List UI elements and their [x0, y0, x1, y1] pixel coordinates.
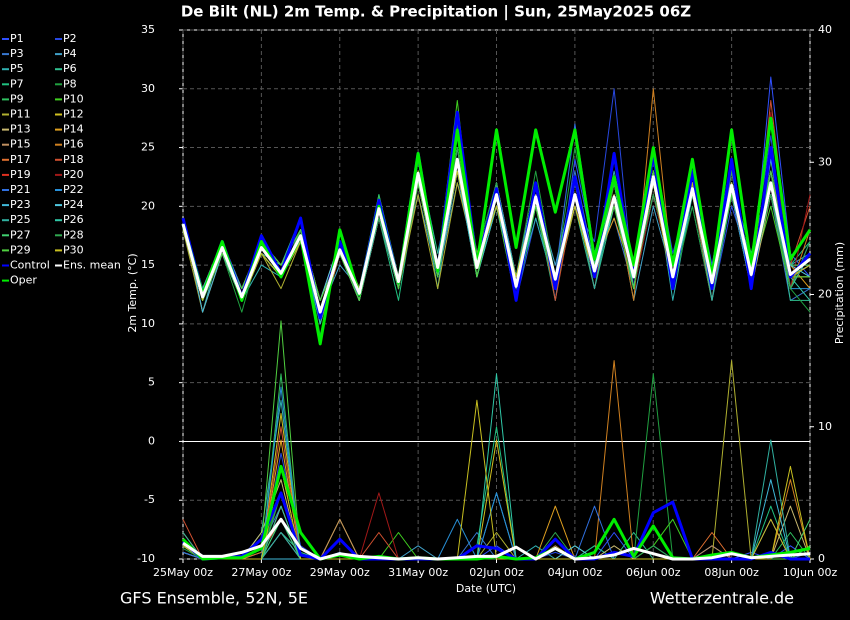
legend-label: P1 — [10, 32, 24, 45]
precip-line — [182, 517, 811, 561]
legend-label: P7 — [10, 77, 24, 90]
x-tick-label: 08Jun 00z — [704, 566, 759, 579]
legend-label: P5 — [10, 62, 24, 75]
legend-label: P23 — [10, 198, 31, 211]
x-axis-label: Date (UTC) — [456, 582, 516, 595]
footer-source: GFS Ensemble, 52N, 5E — [120, 589, 308, 608]
x-tick-label: 04Jun 00z — [548, 566, 603, 579]
legend-label: P13 — [10, 123, 31, 136]
legend-label: P30 — [63, 243, 84, 256]
y2-tick-label: 30 — [818, 155, 832, 168]
legend-label: P4 — [63, 47, 77, 60]
legend-label: P6 — [63, 62, 77, 75]
x-tick-label: 10Jun 00z — [783, 566, 838, 579]
legend-label: P17 — [10, 153, 31, 166]
legend-label: Control — [10, 259, 50, 272]
x-tick-label: 27May 00z — [231, 566, 291, 579]
y2-tick-label: 40 — [818, 23, 832, 36]
y-tick-label: 0 — [148, 434, 155, 447]
legend-label: P28 — [63, 228, 84, 241]
legend-label: P24 — [63, 198, 84, 211]
legend-label: P2 — [63, 32, 77, 45]
y-tick-label: 5 — [148, 376, 155, 389]
legend-label: P20 — [63, 168, 84, 181]
chart-title: De Bilt (NL) 2m Temp. & Precipitation | … — [181, 3, 691, 22]
y2-axis-label: Precipitation (mm) — [833, 242, 846, 344]
footer-site: Wetterzentrale.de — [650, 589, 794, 608]
y-tick-label: 35 — [141, 23, 155, 36]
y-tick-label: 10 — [141, 317, 155, 330]
x-tick-label: 31May 00z — [388, 566, 448, 579]
legend-label: P11 — [10, 108, 31, 121]
x-tick-label: 29May 00z — [310, 566, 370, 579]
legend-label: P3 — [10, 47, 24, 60]
y-tick-label: 15 — [141, 258, 155, 271]
legend-label: P9 — [10, 92, 24, 105]
x-tick-label: 25May 00z — [153, 566, 213, 579]
legend-label: P14 — [63, 123, 84, 136]
y-tick-label: 20 — [141, 199, 155, 212]
y-tick-label: -10 — [137, 552, 155, 565]
y2-tick-label: 20 — [818, 288, 832, 301]
y-axis-label: 2m Temp. (°C) — [126, 253, 139, 332]
legend-label: P18 — [63, 153, 84, 166]
legend-label: P8 — [63, 77, 77, 90]
legend-label: P10 — [63, 92, 84, 105]
legend-label: P25 — [10, 213, 31, 226]
y2-tick-label: 0 — [818, 552, 825, 565]
temp-line — [181, 157, 811, 314]
legend-label: P15 — [10, 138, 31, 151]
x-tick-label: 06Jun 00z — [626, 566, 681, 579]
legend-label: P16 — [63, 138, 84, 151]
legend-label: Ens. mean — [63, 259, 121, 272]
y2-tick-label: 10 — [818, 420, 832, 433]
legend-label: Oper — [10, 274, 37, 287]
y-tick-label: 30 — [141, 82, 155, 95]
legend-label: P12 — [63, 108, 84, 121]
y-tick-label: 25 — [141, 141, 155, 154]
legend-label: P26 — [63, 213, 84, 226]
legend-label: P22 — [63, 183, 84, 196]
legend-label: P27 — [10, 228, 31, 241]
y-tick-label: -5 — [144, 493, 155, 506]
legend-label: P19 — [10, 168, 31, 181]
x-tick-label: 02Jun 00z — [469, 566, 524, 579]
legend-label: P21 — [10, 183, 31, 196]
legend-label: P29 — [10, 243, 31, 256]
